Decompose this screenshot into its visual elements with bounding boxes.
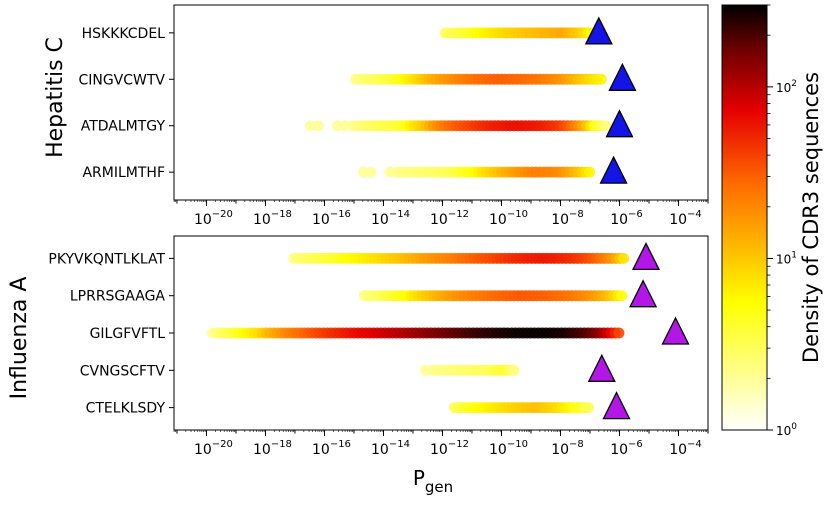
- panel-title-0: Hepatitis C: [43, 37, 68, 158]
- dot-series-ARMILMTHF: [357, 166, 596, 178]
- dot-series-CTELKLSDY: [448, 402, 594, 414]
- x-tick-label: 10−20: [194, 209, 233, 228]
- epitope-marker-triangle: [605, 109, 634, 138]
- panel-title-1: Influenza A: [7, 277, 32, 400]
- density-dot: [613, 327, 625, 339]
- epitope-label: PKYVKQNTLKLAT: [48, 251, 165, 267]
- epitope-label: HSKKKCDEL: [82, 26, 166, 42]
- epitope-marker-triangle: [629, 279, 658, 308]
- density-dot: [595, 73, 607, 85]
- x-tick-label: 10−16: [312, 439, 351, 458]
- dot-series-CINGVCWTV: [350, 73, 607, 85]
- x-tick-label: 10−12: [430, 439, 469, 458]
- density-dot: [508, 364, 520, 376]
- dot-series-LPRRSGAAGA: [359, 290, 628, 302]
- density-dot: [616, 290, 628, 302]
- dot-series-CVNGSCFTV: [420, 364, 520, 376]
- density-dot: [584, 166, 596, 178]
- epitope-label: ATDALMTGY: [81, 119, 166, 135]
- colorbar-tick-label: 100: [776, 422, 797, 438]
- colorbar: [721, 4, 768, 431]
- dot-series-ATDALMTGY: [305, 120, 612, 132]
- x-tick-label: 10−6: [610, 209, 643, 228]
- density-dot: [384, 166, 396, 178]
- x-tick-label: 10−10: [489, 439, 528, 458]
- x-axis-label: Pgen: [413, 466, 453, 496]
- epitope-label: CTELKLSDY: [86, 401, 166, 417]
- density-dot: [305, 120, 317, 132]
- x-tick-label: 10−12: [430, 209, 469, 228]
- epitope-marker-triangle: [602, 391, 631, 420]
- density-dot: [312, 120, 324, 132]
- x-tick-label: 10−14: [371, 439, 410, 458]
- x-tick-label: 10−8: [551, 209, 584, 228]
- density-dot: [331, 120, 343, 132]
- x-tick-label: 10−18: [253, 209, 292, 228]
- epitope-marker-triangle: [608, 62, 637, 91]
- epitope-marker-triangle: [631, 241, 661, 271]
- x-tick-label: 10−6: [610, 439, 643, 458]
- epitope-marker-triangle: [584, 16, 613, 45]
- density-dot: [583, 402, 594, 414]
- epitope-label: CINGVCWTV: [78, 72, 165, 88]
- epitope-marker-triangle: [661, 316, 690, 345]
- density-dot: [618, 252, 630, 264]
- x-tick-label: 10−4: [669, 209, 702, 228]
- density-dot: [365, 166, 377, 178]
- density-dot: [357, 166, 369, 178]
- density-dot: [600, 120, 612, 132]
- dot-series-PKYVKQNTLKLAT: [288, 252, 630, 264]
- dot-series-HSKKKCDEL: [439, 27, 597, 39]
- epitope-marker-triangle: [599, 155, 628, 184]
- x-tick-label: 10−4: [669, 439, 702, 458]
- epitope-label: LPRRSGAAGA: [70, 289, 166, 305]
- x-tick-label: 10−14: [371, 209, 410, 228]
- density-dot: [420, 364, 432, 376]
- epitope-label: GILGFVFTL: [90, 326, 166, 342]
- x-tick-label: 10−8: [551, 439, 584, 458]
- x-tick-label: 10−20: [194, 439, 233, 458]
- epitope-label: CVNGSCFTV: [80, 363, 166, 379]
- epitope-marker-triangle: [587, 353, 616, 382]
- x-tick-label: 10−18: [253, 439, 292, 458]
- colorbar-tick-label: 102: [776, 79, 797, 95]
- dot-series-GILGFVFTL: [206, 327, 625, 339]
- density-dot: [339, 120, 351, 132]
- colorbar-tick-label: 101: [776, 250, 797, 266]
- colorbar-label: Density of CDR3 sequences: [799, 72, 823, 363]
- epitope-label: ARMILMTHF: [82, 165, 165, 181]
- x-tick-label: 10−16: [312, 209, 351, 228]
- x-tick-label: 10−10: [489, 209, 528, 228]
